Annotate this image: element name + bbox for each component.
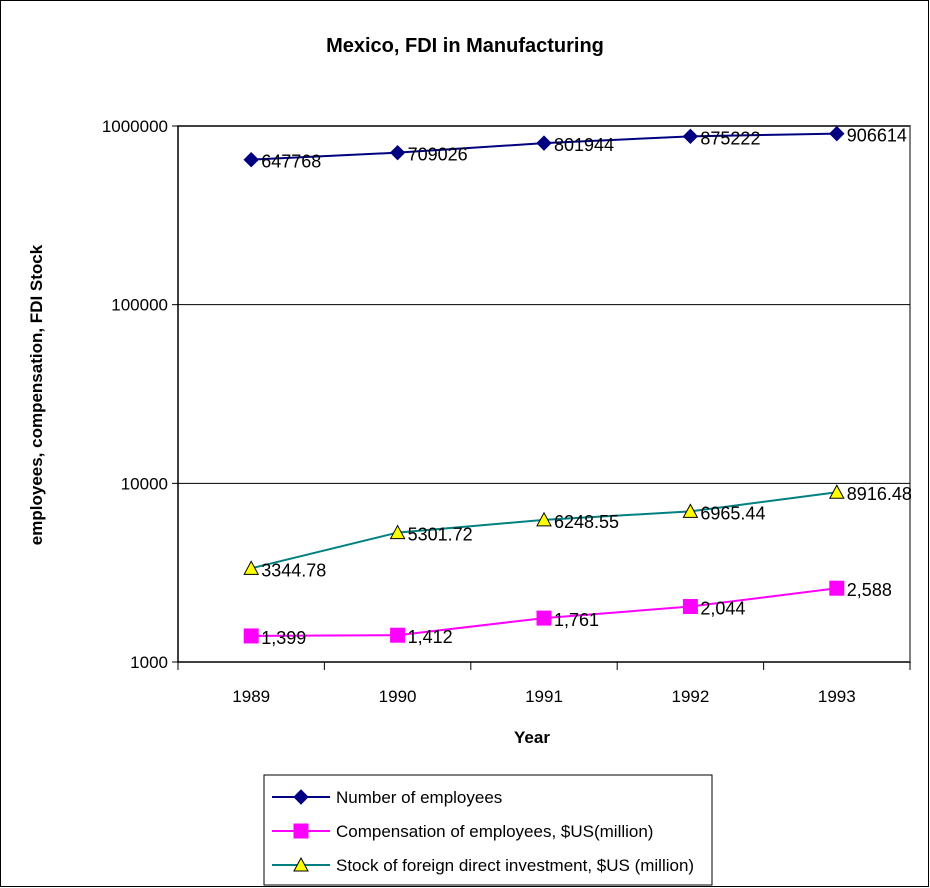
data-label-series-1: 875222	[700, 128, 760, 148]
data-label-series-3: 3344.78	[261, 560, 326, 580]
data-label-series-1: 801944	[554, 135, 614, 155]
y-tick-label: 1000000	[102, 117, 168, 136]
legend-marker	[293, 789, 309, 805]
y-tick-label: 1000	[130, 653, 168, 672]
y-tick-label: 100000	[111, 296, 168, 315]
data-point-series-1	[536, 135, 552, 151]
data-label-series-1: 906614	[847, 126, 907, 146]
data-label-series-3: 6965.44	[700, 503, 765, 523]
data-point-series-2	[829, 580, 845, 596]
chart-title: Mexico, FDI in Manufacturing	[326, 35, 604, 57]
data-point-series-1	[389, 144, 406, 161]
data-point-series-1	[682, 128, 699, 145]
data-label-series-1: 647768	[261, 152, 321, 172]
legend-entry-label: Compensation of employees, $US(million)	[336, 822, 653, 841]
data-point-series-3	[243, 560, 260, 575]
x-tick-label: 1989	[232, 687, 270, 706]
y-tick-label: 10000	[121, 474, 168, 493]
data-point-series-3	[682, 503, 699, 518]
y-axis-title: employees, compensation, FDI Stock	[27, 244, 46, 545]
legend-marker	[293, 823, 309, 839]
data-point-series-2	[390, 627, 406, 643]
x-axis-title: Year	[514, 728, 550, 747]
x-tick-label: 1992	[671, 687, 709, 706]
data-label-series-3: 5301.72	[408, 525, 473, 545]
data-label-series-1: 709026	[408, 145, 468, 165]
legend: Number of employees Compensation of emplo…	[263, 774, 713, 886]
plot-frame	[177, 125, 911, 663]
data-label-series-3: 6248.55	[554, 512, 619, 532]
data-label-series-2: 2,588	[847, 580, 892, 600]
legend-box	[263, 774, 713, 886]
data-point-series-2	[243, 628, 259, 644]
data-point-series-3	[389, 524, 406, 540]
legend-entry-label: Number of employees	[336, 788, 502, 807]
data-label-series-2: 1,412	[408, 627, 453, 647]
data-point-series-2	[682, 599, 698, 615]
data-point-series-1	[829, 125, 845, 142]
x-tick-label: 1990	[379, 687, 417, 706]
data-label-series-2: 1,761	[554, 610, 599, 630]
data-label-series-2: 1,399	[261, 628, 306, 648]
x-tick-label: 1993	[818, 687, 856, 706]
plot-area: 1000 10000 100000 1000000 1989 1990 1991 1992 19…	[102, 117, 912, 706]
data-point-series-3	[828, 484, 845, 499]
data-label-series-2: 2,044	[700, 599, 745, 619]
data-point-series-1	[243, 151, 259, 168]
x-tick-label: 1991	[525, 687, 563, 706]
data-point-series-2	[536, 610, 552, 626]
legend-entry-label: Stock of foreign direct investment, $US …	[336, 856, 694, 875]
legend-marker	[293, 856, 309, 872]
data-point-series-3	[536, 511, 552, 527]
data-label-series-3: 8916.48	[847, 484, 912, 504]
